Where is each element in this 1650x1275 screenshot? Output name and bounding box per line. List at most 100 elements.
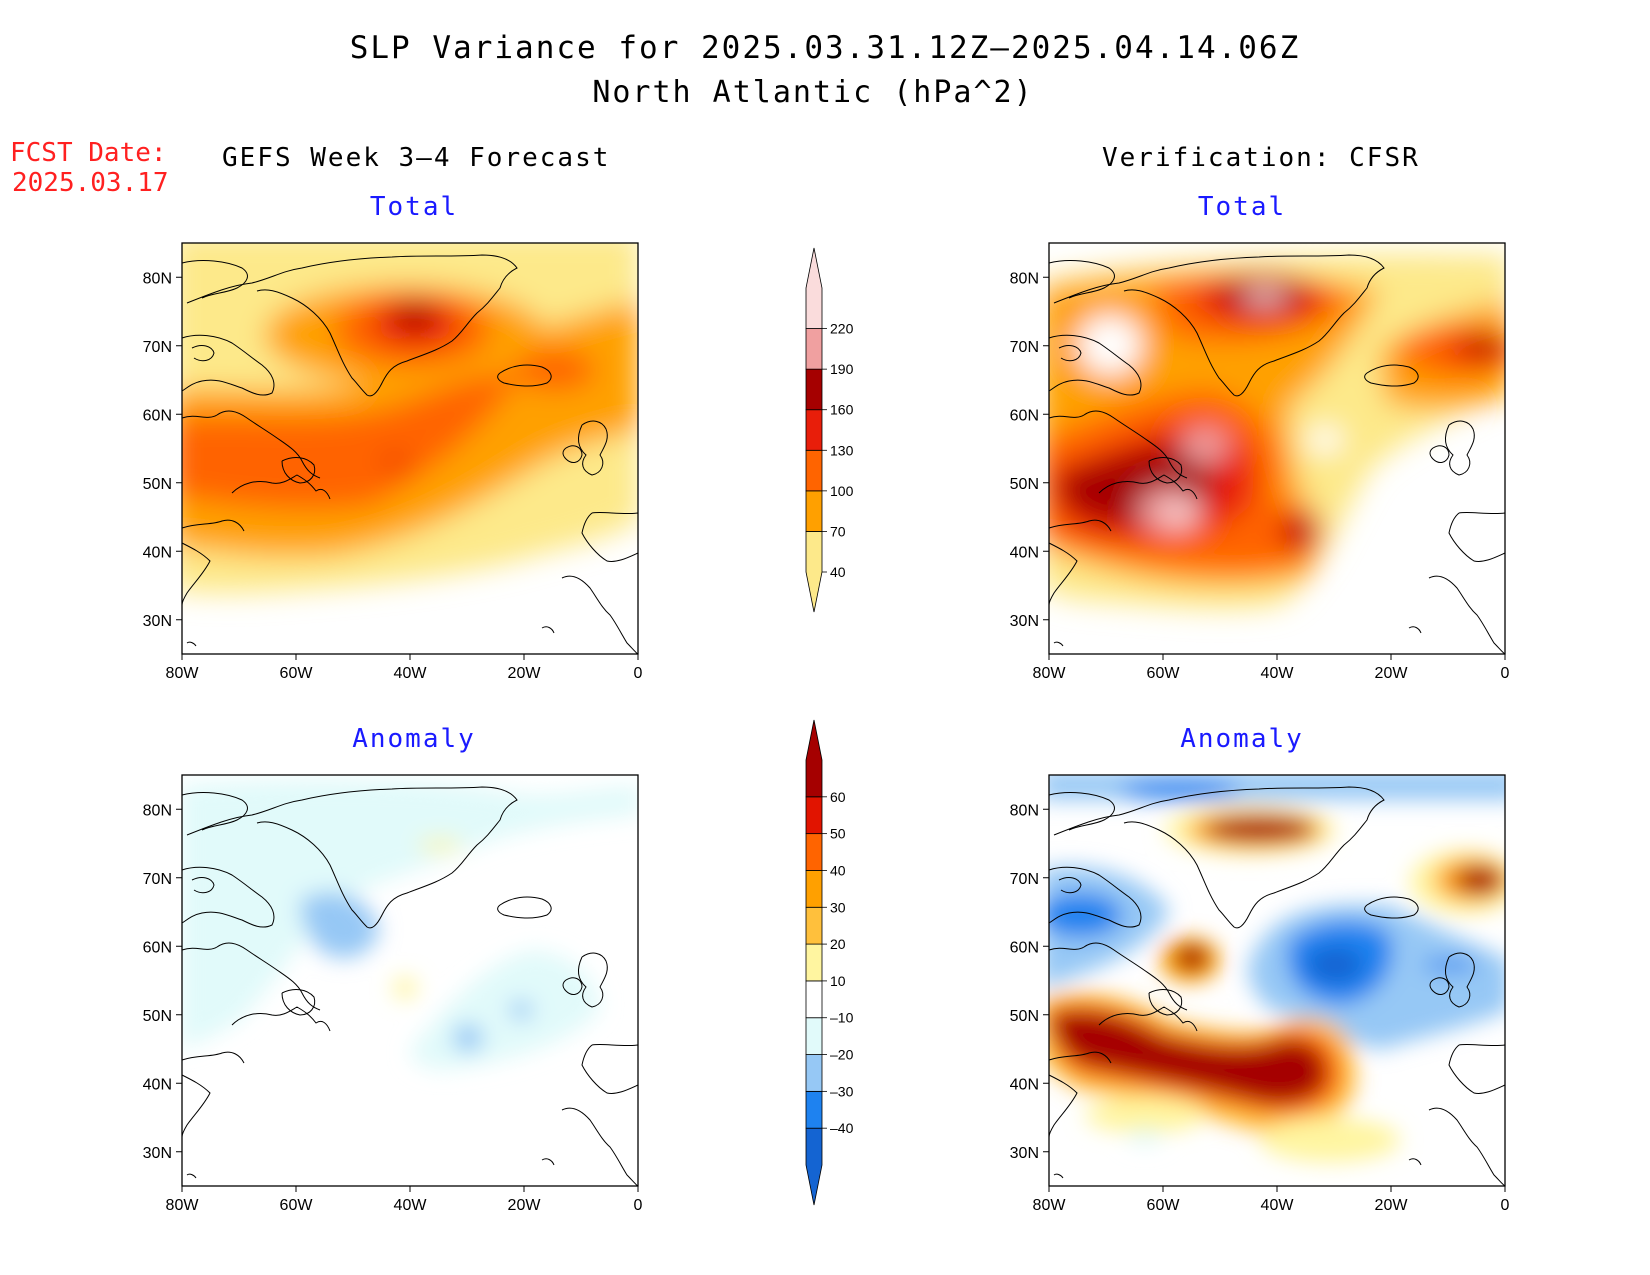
colorbar-segment xyxy=(805,833,823,871)
lon-tick-label: 40W xyxy=(1261,1197,1295,1214)
coastline-segment xyxy=(186,641,197,647)
lat-tick-label: 40N xyxy=(1010,1076,1039,1093)
coastline-segment xyxy=(541,1158,555,1166)
lat-tick-label: 70N xyxy=(143,871,172,888)
colorbar-segment xyxy=(805,409,823,451)
coastline-segment xyxy=(1048,410,1188,479)
colorbar-label: 30 xyxy=(830,899,846,915)
lat-tick-label: 60N xyxy=(143,939,172,956)
lon-tick-label: 40W xyxy=(1261,665,1295,682)
colorbar-total: 40 70 100 130 160 190 220 xyxy=(805,247,854,613)
colorbar-segment xyxy=(805,980,823,1019)
coastline-segment xyxy=(1445,420,1475,476)
coastline-segment xyxy=(1053,254,1385,397)
coastline-segment xyxy=(1428,575,1506,655)
coastline-segment xyxy=(191,345,215,362)
coastline-segment xyxy=(561,1107,639,1187)
lon-tick-label: 0 xyxy=(1501,1197,1510,1214)
lat-tick-label: 80N xyxy=(1010,270,1039,287)
colorbar-segment xyxy=(805,490,823,532)
coastline-segment xyxy=(1148,989,1183,1016)
colorbar-segment xyxy=(805,328,823,370)
lat-tick-label: 30N xyxy=(1010,613,1039,630)
coastline-segment xyxy=(181,1074,211,1138)
coastline-segment xyxy=(1364,896,1419,919)
colorbar-segment xyxy=(805,870,823,908)
colorbar-bottom-arrow xyxy=(805,1127,823,1206)
lat-tick-label: 70N xyxy=(1010,339,1039,356)
coastline-segment xyxy=(1048,260,1115,299)
coastline-segment xyxy=(1048,866,1142,928)
panel-forecast-anomaly xyxy=(182,775,638,1186)
colorbar-anomaly: –40 –30 –20 –10 10 20 30 40 50 60 xyxy=(805,719,854,1206)
coastline-segment xyxy=(578,420,608,476)
coastline-segment xyxy=(186,1173,197,1179)
colorbar-top-arrow xyxy=(805,247,823,329)
coastlines xyxy=(181,254,1506,1187)
lon-tick-label: 20W xyxy=(508,1197,542,1214)
panel-title-verification-total: Total xyxy=(1197,192,1287,222)
colorbar-segment xyxy=(805,796,823,835)
colorbar-label: 130 xyxy=(830,442,854,458)
coastline-segment xyxy=(1048,1051,1112,1064)
colorbar-label: 50 xyxy=(830,826,846,842)
coastline-segment xyxy=(1448,511,1506,562)
coastline-segment xyxy=(1053,786,1385,929)
colorbar-label: 60 xyxy=(830,789,846,805)
coastline-segment xyxy=(562,445,583,463)
colorbar-label: 70 xyxy=(830,523,846,539)
coastline-segment xyxy=(181,542,211,606)
lat-tick-label: 50N xyxy=(1010,1008,1039,1025)
colorbar-label: 190 xyxy=(830,361,854,377)
coastline-segment xyxy=(231,474,331,500)
fcst-date-value: 2025.03.17 xyxy=(12,168,169,198)
colorbar-segment xyxy=(805,1054,823,1092)
lon-tick-label: 80W xyxy=(1033,1197,1067,1214)
coastline-segment xyxy=(1428,1107,1506,1187)
lon-tick-label: 60W xyxy=(280,1197,314,1214)
lat-tick-label: 60N xyxy=(1010,939,1039,956)
coastline-segment xyxy=(281,457,316,484)
coastline-segment xyxy=(181,260,248,299)
coastline-segment xyxy=(1048,542,1078,606)
colorbar-label: 20 xyxy=(830,936,846,952)
coastline-segment xyxy=(181,1051,245,1064)
lat-tick-label: 50N xyxy=(143,1008,172,1025)
coastline-segment xyxy=(1408,626,1422,634)
lat-tick-label: 40N xyxy=(143,544,172,561)
lat-tick-label: 30N xyxy=(1010,1145,1039,1162)
coastline-segment xyxy=(1429,445,1450,463)
coastline-segment xyxy=(1048,1074,1078,1138)
lon-tick-label: 80W xyxy=(1033,665,1067,682)
panel-title-verification-anomaly: Anomaly xyxy=(1180,724,1304,754)
lon-tick-label: 60W xyxy=(280,665,314,682)
lat-tick-label: 70N xyxy=(143,339,172,356)
coastline-segment xyxy=(191,877,215,894)
coastline-segment xyxy=(1429,977,1450,995)
coastline-segment xyxy=(1098,474,1198,500)
coastline-segment xyxy=(281,989,316,1016)
coastline-segment xyxy=(1408,1158,1422,1166)
colorbar-segment xyxy=(805,906,823,945)
lon-tick-label: 0 xyxy=(634,1197,643,1214)
lat-tick-label: 80N xyxy=(143,802,172,819)
coastline-segment xyxy=(181,519,245,532)
column-title-forecast: GEFS Week 3–4 Forecast xyxy=(222,143,611,173)
coastline-segment xyxy=(497,896,552,919)
lon-tick-label: 20W xyxy=(1375,665,1409,682)
lon-tick-label: 20W xyxy=(508,665,542,682)
panel-forecast-total xyxy=(182,243,638,654)
coastline-segment xyxy=(1053,641,1064,647)
lat-tick-label: 30N xyxy=(143,1145,172,1162)
coastline-segment xyxy=(1048,942,1188,1011)
colorbar-segment xyxy=(805,449,823,492)
lat-tick-label: 80N xyxy=(143,270,172,287)
figure-subtitle: North Atlantic (hPa^2) xyxy=(592,75,1034,110)
lon-tick-label: 0 xyxy=(1501,665,1510,682)
colorbar-segment xyxy=(805,1090,823,1129)
colorbar-segment xyxy=(805,943,823,982)
axis-labels: 80N 70N 60N 50N 40N 30N 80W 60W 40W 20W 0 80N 70N 60N… xyxy=(143,270,1510,1214)
colorbar-label: 160 xyxy=(830,402,854,418)
coastline-segment xyxy=(1098,1006,1198,1032)
